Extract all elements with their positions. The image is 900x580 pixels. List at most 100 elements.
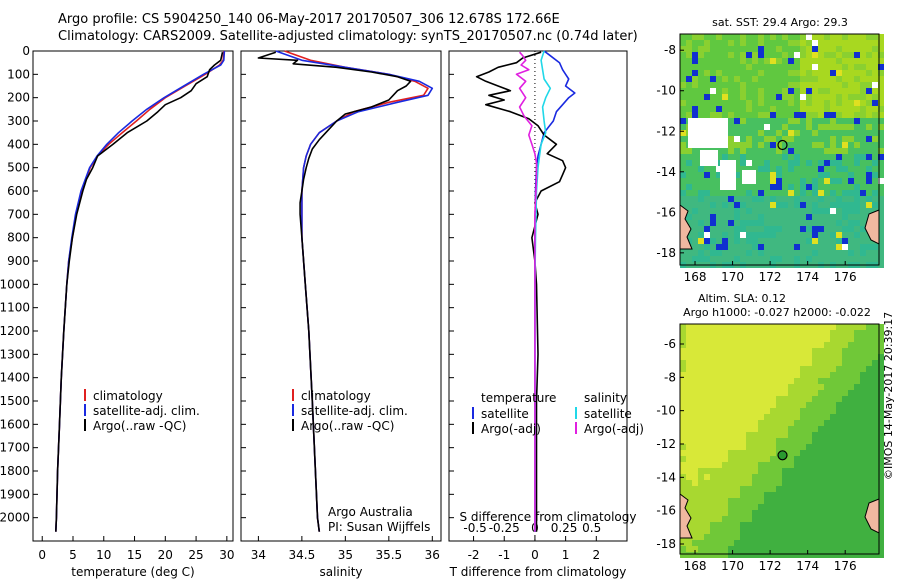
x-tick-label-difference: 0 — [531, 548, 539, 562]
map-x-tick-label: 168 — [684, 559, 707, 573]
legend-header-salinity: salinity — [584, 391, 627, 405]
map-frame-sst_map — [679, 33, 880, 266]
map-y-tick-label: -14 — [656, 470, 676, 484]
map-y-tick-label: -14 — [656, 165, 676, 179]
x-tick-label-temperature: 15 — [127, 548, 142, 562]
map-y-tick-label: -10 — [656, 404, 676, 418]
legend-header-temperature: temperature — [481, 391, 556, 405]
map-y-tick-label: -12 — [656, 437, 676, 451]
s-tick-label: -0.25 — [489, 521, 520, 535]
map-y-tick-label: -16 — [656, 205, 676, 219]
y-tick-label: 800 — [7, 231, 30, 245]
map-y-tick-label: -8 — [664, 370, 676, 384]
x-tick-label-salinity: 34.5 — [289, 548, 316, 562]
x-tick-label-temperature: 25 — [188, 548, 203, 562]
x-tick-label-difference: -1 — [498, 548, 510, 562]
map-y-tick-label: -10 — [656, 84, 676, 98]
x-tick-label-temperature: 20 — [158, 548, 173, 562]
s-tick-label: 0.5 — [582, 521, 601, 535]
annotation-institution: Argo Australia — [328, 505, 413, 519]
map-x-tick-label: 168 — [684, 270, 707, 284]
map-sla_map — [680, 324, 884, 558]
x-tick-label-salinity: 35 — [338, 548, 353, 562]
y-tick-label: 1300 — [0, 347, 30, 361]
map-frame-sla_map — [679, 323, 880, 555]
y-tick-label: 500 — [7, 161, 30, 175]
map-x-tick-label: 172 — [759, 559, 782, 573]
y-tick-label: 300 — [7, 114, 30, 128]
y-tick-label: 400 — [7, 137, 30, 151]
argo-position-marker-sla_map — [777, 450, 788, 461]
map-x-tick-label: 174 — [796, 270, 819, 284]
y-tick-label: 2000 — [0, 511, 30, 525]
legend-entry-temperature: climatology — [93, 389, 163, 403]
x-tick-label-temperature: 0 — [38, 548, 46, 562]
map-title-argo-height: Argo h1000: -0.027 h2000: -0.022 — [683, 306, 871, 319]
legend-entry-diff: Argo(-adj) — [481, 422, 541, 436]
map-y-tick-label: -6 — [664, 337, 676, 351]
plot-frame-difference — [448, 50, 628, 542]
series-line-difference-salinity-argo-adj- — [515, 51, 538, 532]
map-title-sst: sat. SST: 29.4 Argo: 29.3 — [712, 16, 848, 29]
x-axis-label-temperature: temperature (deg C) — [71, 565, 194, 579]
y-tick-label: 600 — [7, 184, 30, 198]
map-y-tick-label: -12 — [656, 124, 676, 138]
legend-entry-salinity: climatology — [301, 389, 371, 403]
sst-missing-data — [688, 118, 728, 148]
legend-entry-temperature: satellite-adj. clim. — [93, 404, 200, 418]
map-x-tick-label: 170 — [721, 559, 744, 573]
x-tick-label-difference: 1 — [562, 548, 570, 562]
map-y-tick-label: -18 — [656, 537, 676, 551]
sst-missing-data — [720, 160, 736, 190]
y-tick-label: 200 — [7, 91, 30, 105]
argo-position-marker-sst_map — [777, 139, 788, 151]
y-tick-label: 1500 — [0, 394, 30, 408]
x-tick-label-temperature: 30 — [219, 548, 234, 562]
legend-entry-salinity: satellite-adj. clim. — [301, 404, 408, 418]
legend-entry-diff: satellite — [584, 407, 632, 421]
map-x-tick-label: 174 — [796, 559, 819, 573]
map-x-tick-label: 170 — [721, 270, 744, 284]
x-tick-label-temperature: 10 — [96, 548, 111, 562]
y-tick-label: 1600 — [0, 417, 30, 431]
y-tick-label: 1700 — [0, 441, 30, 455]
land-mass-left — [679, 493, 693, 539]
y-tick-label: 1400 — [0, 371, 30, 385]
map-title-sla: Altim. SLA: 0.12 — [698, 292, 786, 305]
s-tick-label: -0.5 — [463, 521, 486, 535]
x-axis-label-salinity: salinity — [319, 565, 362, 579]
series-line-salinity-argo-raw-qc- — [257, 51, 412, 532]
map-y-tick-label: -16 — [656, 504, 676, 518]
x-tick-label-temperature: 5 — [69, 548, 77, 562]
legend-entry-salinity: Argo(..raw -QC) — [301, 419, 394, 433]
sst-missing-data — [742, 170, 756, 184]
map-x-tick-label: 172 — [759, 270, 782, 284]
sst-missing-data — [700, 150, 718, 166]
series-line-temperature-argo-raw-qc- — [55, 52, 224, 532]
legend-entry-temperature: Argo(..raw -QC) — [93, 419, 186, 433]
y-tick-label: 1900 — [0, 487, 30, 501]
s-tick-label: 0.25 — [551, 521, 578, 535]
y-tick-label: 700 — [7, 207, 30, 221]
y-tick-label: 1800 — [0, 464, 30, 478]
chart-title-line1: Argo profile: CS 5904250_140 06-May-2017… — [58, 12, 560, 27]
land-mass-right — [864, 498, 880, 534]
x-tick-label-salinity: 36 — [425, 548, 440, 562]
y-tick-label: 1100 — [0, 301, 30, 315]
annotation-pi: PI: Susan Wijffels — [328, 520, 430, 534]
chart-title-line2: Climatology: CARS2009. Satellite-adjuste… — [58, 29, 638, 44]
x-axis-label-difference: T difference from climatology — [449, 565, 627, 579]
legend-entry-diff: satellite — [481, 407, 529, 421]
s-axis-label: S difference from climatology — [460, 510, 637, 524]
x-tick-label-salinity: 35.5 — [375, 548, 402, 562]
map-x-tick-label: 176 — [834, 559, 857, 573]
land-mass-right — [864, 209, 880, 245]
y-tick-label: 900 — [7, 254, 30, 268]
plot-frame-salinity — [240, 50, 442, 542]
y-tick-label: 0 — [22, 44, 30, 58]
map-x-tick-label: 176 — [834, 270, 857, 284]
map-y-tick-label: -8 — [664, 43, 676, 57]
land-mass-left — [679, 204, 693, 250]
y-tick-label: 100 — [7, 67, 30, 81]
